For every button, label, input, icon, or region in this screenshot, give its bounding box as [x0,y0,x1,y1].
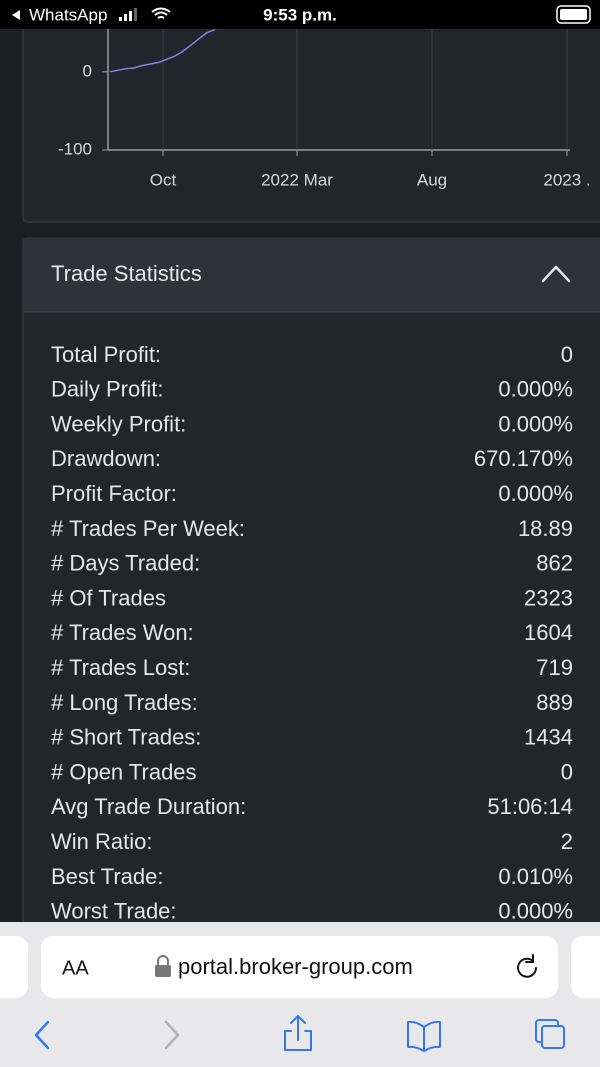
stat-label: Total Profit: [51,342,161,367]
next-tab[interactable] [571,936,600,998]
collapse-icon[interactable] [541,265,571,283]
stat-value: 0.000% [498,411,573,436]
stat-value: 0 [561,759,573,784]
x-tick-label: Aug [417,170,447,189]
chart: 0 -100 Oct 2022 Mar Aug 2023 . [58,28,591,189]
x-tick-label: 2023 . [543,170,590,189]
y-tick-label: 0 [83,61,92,80]
battery-icon [556,5,591,24]
address-bar[interactable] [41,936,558,998]
stat-label: # Trades Per Week: [51,516,245,541]
back-button[interactable] [34,1020,50,1050]
signal-icon [119,8,137,21]
clock: 9:53 p.m. [263,5,337,24]
stat-value: 0.000% [498,377,573,402]
battery-level [560,9,587,20]
stats-rows: Total Profit: 0 Daily Profit: 0.000% Weekly … [51,342,573,924]
stat-label: # Long Trades: [51,690,198,715]
reload-icon[interactable] [517,954,537,978]
stat-label: Drawdown: [51,446,161,471]
back-app[interactable]: WhatsApp [29,5,107,24]
stat-label: Weekly Profit: [51,411,186,436]
url[interactable]: portal.broker-group.com [178,954,413,979]
stat-label: # Trades Won: [51,620,194,645]
stat-value: 1604 [524,620,573,645]
x-tick-label: Oct [150,170,177,189]
stat-label: # Short Trades: [51,725,201,750]
line-series [109,28,216,73]
stat-label: Profit Factor: [51,481,177,506]
stat-label: # Trades Lost: [51,655,190,680]
stat-value: 51:06:14 [487,794,573,819]
stat-value: 0.000% [498,481,573,506]
stat-value: 719 [536,655,573,680]
stat-value: 18.89 [518,516,573,541]
text-size-button[interactable]: AA [62,957,89,979]
stat-label: Best Trade: [51,864,164,889]
stat-label: # Days Traded: [51,551,200,576]
stat-value: 0.000% [498,899,573,924]
back-arrow[interactable] [12,10,20,20]
stat-label: Daily Profit: [51,377,163,402]
wifi-icon [151,7,171,19]
stat-value: 0 [561,342,573,367]
stat-label: Win Ratio: [51,829,152,854]
stat-value: 862 [536,551,573,576]
x-tick-label: 2022 Mar [261,170,333,189]
y-tick-label: -100 [58,139,92,158]
tabs-button[interactable] [535,1019,565,1049]
status-bar [0,0,600,29]
stat-label: # Of Trades [51,585,166,610]
stat-label: Worst Trade: [51,899,177,924]
share-button[interactable] [284,1015,312,1051]
forward-button[interactable] [164,1020,180,1050]
stat-label: # Open Trades [51,759,197,784]
panel-header[interactable] [24,239,600,312]
stat-value: 2 [561,829,573,854]
stat-value: 1434 [524,725,573,750]
bookmarks-button[interactable] [407,1020,441,1052]
stat-value: 889 [536,690,573,715]
chart-card [22,9,600,223]
panel-title: Trade Statistics [51,261,202,286]
stat-value: 2323 [524,585,573,610]
prev-tab[interactable] [0,936,28,998]
stat-value: 0.010% [498,864,573,889]
lock-icon [155,955,171,977]
stat-value: 670.170% [474,446,573,471]
stat-label: Avg Trade Duration: [51,794,246,819]
